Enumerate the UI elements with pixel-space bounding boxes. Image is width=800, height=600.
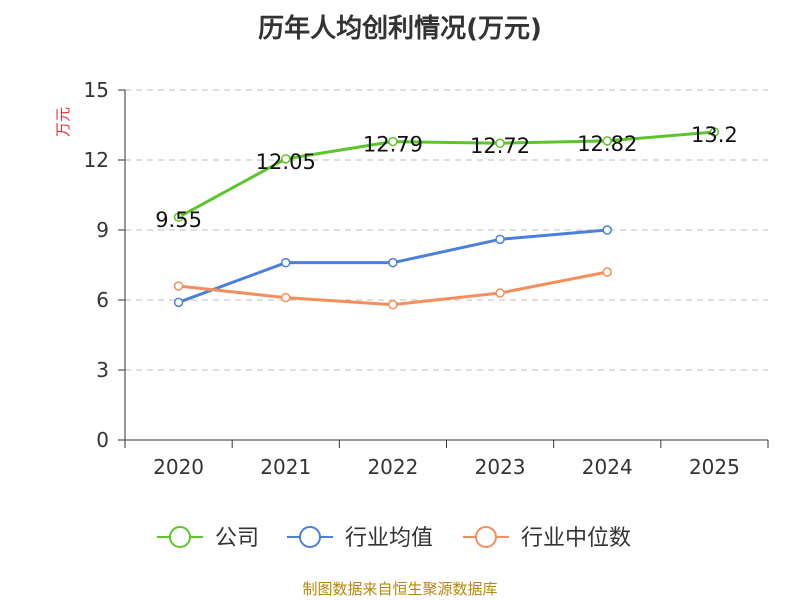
y-tick-label: 6 [96, 288, 109, 312]
source-footer: 制图数据来自恒生聚源数据库 [302, 580, 498, 598]
data-label: 13.2 [691, 123, 738, 147]
data-label: 9.55 [155, 208, 202, 232]
data-label: 12.79 [363, 133, 423, 157]
x-tick-label: 2025 [689, 455, 740, 479]
data-label: 12.82 [577, 132, 637, 156]
x-tick-label: 2024 [582, 455, 633, 479]
y-axis-label: 万元 [54, 107, 72, 137]
x-tick-label: 2021 [260, 455, 311, 479]
legend-label: 行业中位数 [521, 526, 631, 551]
series-point [281, 292, 291, 303]
series-point [173, 297, 184, 308]
legend-marker [169, 526, 191, 548]
series-point [602, 136, 612, 146]
data-label: 12.72 [470, 134, 530, 158]
series-point [602, 225, 612, 235]
legend-item: 公司 [157, 526, 259, 551]
series-point [388, 257, 398, 268]
y-tick-label: 3 [96, 358, 109, 382]
grid-lines [125, 89, 768, 371]
legend-label: 行业均值 [345, 526, 433, 551]
series-point [709, 127, 720, 137]
axes: 0 3 6 9 12 15 2020 2021 2022 2023 2024 2025 [84, 78, 769, 479]
series-point [281, 154, 291, 164]
series-point [281, 257, 291, 268]
legend-item: 行业中位数 [463, 526, 631, 551]
data-labels: 9.55 12.05 12.79 12.72 12.82 13.2 [155, 123, 738, 232]
series-point [602, 267, 612, 277]
y-tick-label: 9 [96, 218, 109, 242]
x-tick-label: 2023 [475, 455, 526, 479]
series-layer [173, 127, 720, 310]
series-point [388, 136, 398, 147]
y-tick-label: 12 [84, 148, 109, 172]
series-point [495, 234, 505, 245]
series-point [495, 138, 505, 148]
chart-title: 历年人均创利情况(万元) [258, 14, 542, 44]
y-tick-label: 15 [84, 78, 109, 102]
legend-marker [299, 526, 321, 548]
x-tick-label: 2022 [367, 455, 418, 479]
y-tick-label: 0 [96, 428, 109, 452]
series-line-0 [177, 130, 716, 219]
legend-item: 行业均值 [287, 526, 433, 551]
data-label: 12.05 [256, 150, 316, 174]
legend-marker [475, 526, 497, 548]
series-point [388, 299, 398, 310]
legend: 公司 行业均值 行业中位数 [157, 526, 631, 551]
x-tick-label: 2020 [153, 455, 204, 479]
legend-label: 公司 [215, 526, 259, 551]
series-point [495, 288, 505, 298]
series-point [173, 281, 184, 291]
series-point [173, 212, 184, 222]
